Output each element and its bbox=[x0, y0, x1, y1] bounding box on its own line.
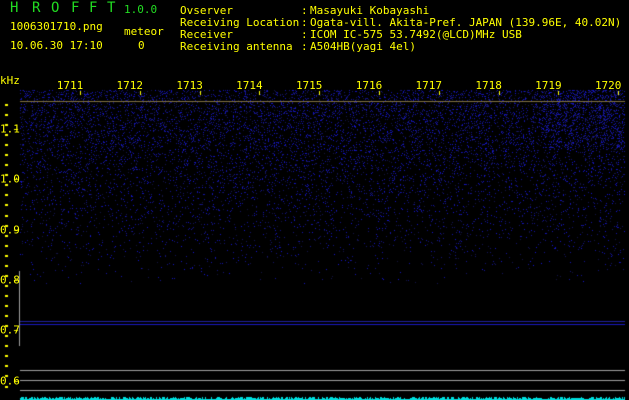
y-tick-label: 0.9 bbox=[0, 223, 20, 237]
title-letter: T bbox=[107, 0, 116, 16]
x-tick-label: 1717 bbox=[415, 79, 443, 92]
title-letter: O bbox=[51, 0, 60, 16]
title-letter: H bbox=[10, 0, 19, 16]
meteor-count: 0 bbox=[138, 39, 145, 52]
x-tick-label: 1712 bbox=[116, 79, 144, 92]
info-colon: : bbox=[301, 4, 308, 17]
x-tick-label: 1719 bbox=[535, 79, 562, 92]
info-value: Ogata-vill. Akita-Pref. JAPAN (139.96E, … bbox=[310, 16, 622, 29]
y-tick-label: 1.0 bbox=[0, 172, 20, 186]
x-tick-label: 1718 bbox=[475, 79, 502, 92]
info-colon: : bbox=[301, 40, 308, 53]
y-tick-label: 0.6 bbox=[0, 374, 20, 387]
info-label: Ovserver bbox=[180, 4, 233, 17]
x-tick-label: 1716 bbox=[355, 79, 383, 92]
info-label: Receiver bbox=[180, 28, 233, 41]
version: 1.0.0 bbox=[124, 3, 158, 16]
y-unit: kHz bbox=[0, 74, 20, 87]
info-label: Receiving Location bbox=[180, 16, 300, 29]
title-letter: F bbox=[89, 0, 98, 16]
y-tick-label: 0.7 bbox=[0, 323, 20, 337]
x-tick-label: 1711 bbox=[56, 79, 84, 92]
info-value: A504HB(yagi 4el) bbox=[310, 40, 416, 53]
x-tick-label: 1715 bbox=[295, 79, 323, 92]
x-tick-label: 1714 bbox=[236, 79, 263, 92]
info-value: Masayuki Kobayashi bbox=[310, 4, 430, 17]
file-name: 1006301710.png bbox=[10, 20, 103, 33]
datetime: 10.06.30 17:10 bbox=[10, 39, 103, 52]
x-tick-label: 1720 bbox=[594, 79, 622, 92]
info-colon: : bbox=[301, 16, 308, 29]
title-letter: R bbox=[32, 0, 41, 16]
y-tick-label: 0.8 bbox=[0, 273, 20, 287]
x-tick-label: 1713 bbox=[176, 79, 203, 92]
info-value: ICOM IC-575 53.7492(@LCD)MHz USB bbox=[310, 28, 522, 41]
info-colon: : bbox=[301, 28, 308, 41]
y-tick-label: 1.1 bbox=[0, 122, 20, 136]
meteor-label: meteor bbox=[124, 25, 164, 38]
info-label: Receiving antenna bbox=[180, 40, 293, 53]
title-letter: F bbox=[71, 0, 80, 16]
